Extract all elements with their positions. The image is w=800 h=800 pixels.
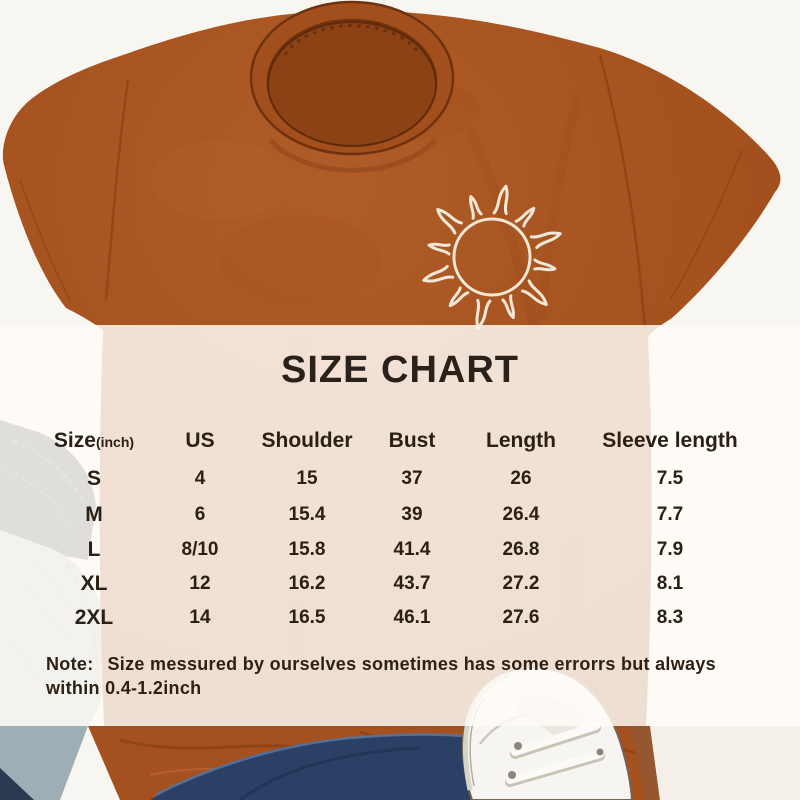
table-row: 2XL 14 16.5 46.1 27.6 8.3: [40, 605, 760, 631]
value-cell: 26.8: [502, 539, 540, 560]
sneaker-eyelet: [514, 742, 522, 750]
size-cell: L: [87, 538, 101, 561]
value-cell: 15.4: [288, 504, 326, 525]
column-header-us: US: [185, 429, 215, 452]
value-cell: 8/10: [181, 539, 219, 560]
table-header-row: Size(inch) US Shoulder Bust Length Sleev…: [40, 428, 760, 454]
size-cell: M: [85, 503, 103, 526]
table-row: M 6 15.4 39 26.4 7.7: [40, 502, 760, 528]
column-header-length: Length: [486, 429, 556, 452]
value-cell: 4: [194, 468, 206, 489]
value-cell: 37: [401, 468, 423, 489]
value-cell: 39: [401, 504, 423, 525]
value-cell: 46.1: [393, 607, 431, 628]
size-note: Note: Size messured by ourselves sometime…: [46, 653, 746, 700]
value-cell: 26.4: [502, 504, 540, 525]
value-cell: 27.2: [502, 573, 540, 594]
size-cell: S: [86, 467, 101, 490]
value-cell: 7.7: [656, 504, 684, 525]
value-cell: 6: [194, 504, 206, 525]
size-chart-title: SIZE CHART: [281, 349, 519, 391]
value-cell: 8.1: [656, 573, 684, 594]
tshirt-collar: [249, 0, 455, 173]
value-cell: 14: [189, 607, 211, 628]
size-unit-label: (inch): [95, 434, 135, 450]
sun-graphic-icon: [420, 183, 564, 331]
column-header-shoulder: Shoulder: [261, 429, 353, 452]
table-row: XL 12 16.2 43.7 27.2 8.1: [40, 571, 760, 597]
jeans-navy-leg: [150, 734, 500, 800]
size-cell: XL: [80, 572, 108, 595]
column-header-sleeve-length: Sleeve length: [602, 429, 738, 452]
value-cell: 8.3: [656, 607, 684, 628]
value-cell: 16.2: [288, 573, 326, 594]
value-cell: 26: [510, 468, 532, 489]
sneaker-eyelet: [596, 748, 604, 756]
value-cell: 27.6: [502, 607, 540, 628]
note-text: Size messured by ourselves sometimes has…: [46, 654, 716, 698]
value-cell: 15: [296, 468, 318, 489]
size-cell: 2XL: [74, 606, 114, 629]
size-chart-overlay: [0, 325, 800, 726]
table-row: S 4 15 37 26 7.5: [40, 466, 760, 492]
value-cell: 12: [189, 573, 211, 594]
value-cell: 7.5: [656, 468, 684, 489]
sneaker-eyelet: [508, 771, 516, 779]
column-header-bust: Bust: [388, 429, 436, 452]
note-prefix: Note:: [46, 654, 94, 674]
value-cell: 16.5: [288, 607, 326, 628]
value-cell: 43.7: [393, 573, 431, 594]
table-row: L 8/10 15.8 41.4 26.8 7.9: [40, 537, 760, 563]
value-cell: 7.9: [656, 539, 684, 560]
value-cell: 15.8: [288, 539, 326, 560]
column-header-size: Size(inch): [53, 429, 135, 452]
value-cell: 41.4: [393, 539, 431, 560]
